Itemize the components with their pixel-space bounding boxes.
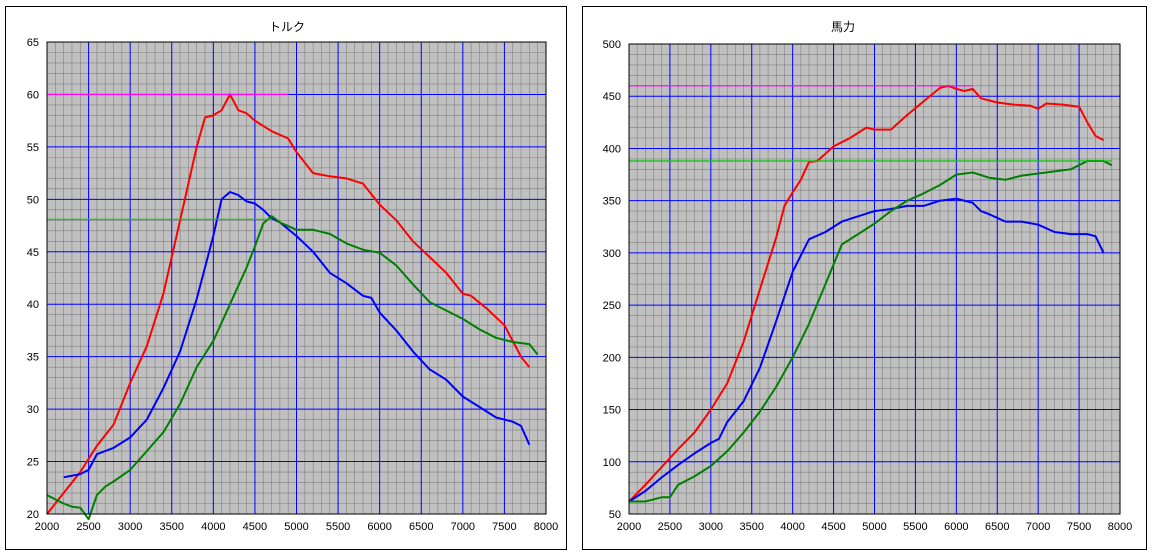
x-tick-label: 6000 — [944, 521, 968, 533]
x-tick-label: 5500 — [326, 521, 350, 533]
plot-border — [628, 43, 1121, 515]
x-tick-label: 3000 — [699, 521, 723, 533]
chart-title: トルク — [269, 20, 305, 34]
y-tick-label: 100 — [603, 457, 621, 469]
y-tick-label: 450 — [603, 91, 621, 103]
y-tick-label: 30 — [27, 404, 39, 416]
x-tick-label: 8000 — [534, 521, 558, 533]
y-tick-label: 60 — [27, 89, 39, 101]
y-tick-label: 25 — [27, 457, 39, 469]
chart-title: 馬力 — [831, 20, 855, 34]
series-line-0 — [46, 93, 531, 515]
x-tick-label: 2000 — [617, 521, 641, 533]
x-tick-label: 7500 — [1067, 521, 1091, 533]
x-tick-label: 2000 — [35, 521, 59, 533]
y-tick-label: 35 — [27, 352, 39, 364]
y-tick-label: 50 — [27, 194, 39, 206]
y-tick-label: 200 — [603, 352, 621, 364]
x-tick-label: 6000 — [367, 521, 391, 533]
power-chart: 馬力 2000 2500 3000 3500 4000 4500 5000 5500 6000 65… — [603, 20, 1133, 533]
y-tick-label: 300 — [603, 248, 621, 260]
x-tick-label: 2500 — [76, 521, 100, 533]
power-chart-panel: 馬力 2000 2500 3000 3500 4000 4500 5000 5500 6000 65… — [582, 6, 1147, 550]
x-tick-label: 3500 — [740, 521, 764, 533]
plot-border — [46, 41, 547, 515]
y-tick-label: 400 — [603, 143, 621, 155]
x-tick-label: 5500 — [903, 521, 927, 533]
x-tick-label: 5000 — [284, 521, 308, 533]
x-tick-label: 5000 — [862, 521, 886, 533]
torque-chart: トルク 2000 2500 3000 3500 4000 4500 5000 5500 6000 6… — [27, 20, 558, 533]
x-tick-label: 6500 — [985, 521, 1009, 533]
x-tick-label: 7500 — [492, 521, 516, 533]
series-line-2 — [629, 160, 1113, 503]
series-line-1 — [628, 197, 1105, 503]
series-line-0 — [628, 84, 1105, 503]
x-tick-label: 4000 — [780, 521, 804, 533]
x-tick-label: 4000 — [201, 521, 225, 533]
x-tick-label: 3500 — [160, 521, 184, 533]
x-tick-label: 4500 — [243, 521, 267, 533]
y-tick-label: 150 — [603, 405, 621, 417]
y-tick-label: 65 — [27, 37, 39, 49]
y-tick-label: 500 — [603, 39, 621, 51]
x-tick-label: 8000 — [1108, 521, 1132, 533]
y-tick-label: 55 — [27, 142, 39, 154]
x-tick-label: 7000 — [451, 521, 475, 533]
y-tick-label: 40 — [27, 299, 39, 311]
x-tick-label: 7000 — [1026, 521, 1050, 533]
y-tick-label: 50 — [609, 509, 621, 521]
x-tick-label: 3000 — [118, 521, 142, 533]
x-tick-label: 4500 — [821, 521, 845, 533]
y-tick-label: 45 — [27, 247, 39, 259]
x-tick-label: 2500 — [658, 521, 682, 533]
x-tick-label: 6500 — [409, 521, 433, 533]
y-tick-label: 250 — [603, 300, 621, 312]
torque-chart-panel: トルク 2000 2500 3000 3500 4000 4500 5000 5500 6000 6… — [5, 6, 567, 550]
y-tick-label: 20 — [27, 509, 39, 521]
y-tick-label: 350 — [603, 196, 621, 208]
